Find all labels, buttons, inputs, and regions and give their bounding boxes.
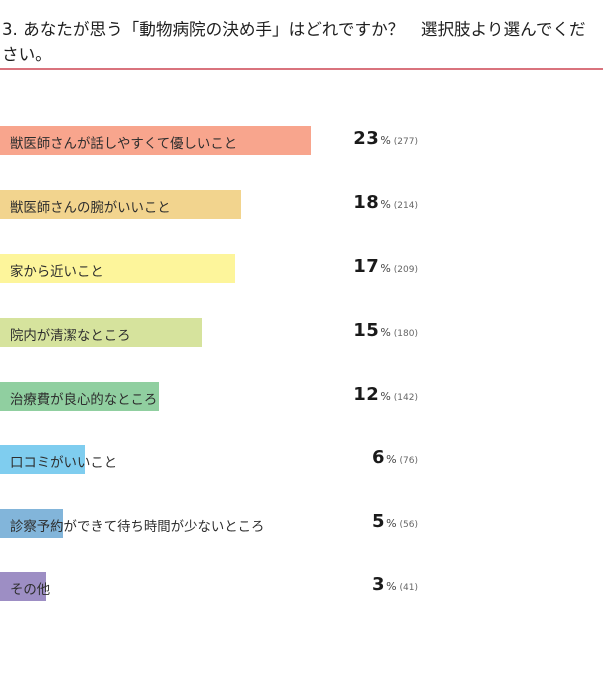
response-count: (41) — [399, 583, 418, 593]
result-label: 診察予約ができて待ち時間が少ないところ — [10, 520, 265, 535]
result-bar — [0, 382, 159, 411]
response-count: (56) — [399, 520, 418, 530]
percent-sign: % — [380, 262, 391, 275]
result-value: 23 % (277) — [353, 128, 418, 149]
percent-number: 23 — [353, 128, 380, 149]
result-label: 口コミがいいこと — [10, 456, 118, 471]
percent-number: 5 — [372, 511, 386, 532]
percent-sign: % — [386, 580, 397, 593]
result-row: 獣医師さんが話しやすくて優しいこと 23 % (277) — [0, 126, 612, 156]
result-row: その他 3 % (41) — [0, 572, 612, 602]
response-count: (76) — [399, 456, 418, 466]
result-bar — [0, 254, 235, 283]
percent-sign: % — [380, 198, 391, 211]
result-row: 獣医師さんの腕がいいこと 18 % (214) — [0, 190, 612, 220]
response-count: (142) — [393, 393, 418, 403]
percent-sign: % — [380, 326, 391, 339]
percent-sign: % — [386, 517, 397, 530]
result-row: 治療費が良心的なところ 12 % (142) — [0, 382, 612, 412]
result-bar — [0, 572, 46, 601]
result-value: 3 % (41) — [372, 574, 418, 595]
percent-sign: % — [386, 453, 397, 466]
result-value: 6 % (76) — [372, 447, 418, 468]
percent-number: 17 — [353, 256, 380, 277]
result-value: 17 % (209) — [353, 256, 418, 277]
percent-number: 3 — [372, 574, 386, 595]
result-row: 口コミがいいこと 6 % (76) — [0, 445, 612, 475]
result-bar — [0, 126, 311, 155]
result-label: 治療費が良心的なところ — [10, 393, 158, 408]
result-row: 診察予約ができて待ち時間が少ないところ 5 % (56) — [0, 509, 612, 539]
question-title: 3. あなたが思う「動物病院の決め手」はどれですか？ 選択肢より選んでください。 — [2, 20, 586, 64]
result-bar — [0, 445, 85, 474]
result-label: 家から近いこと — [10, 265, 104, 280]
title-divider — [0, 68, 603, 70]
percent-sign: % — [380, 134, 391, 147]
result-bar — [0, 190, 241, 219]
result-value: 5 % (56) — [372, 511, 418, 532]
result-row: 院内が清潔なところ 15 % (180) — [0, 318, 612, 348]
result-bar — [0, 318, 202, 347]
response-count: (214) — [393, 201, 418, 211]
result-bar — [0, 509, 63, 538]
response-count: (277) — [393, 137, 418, 147]
percent-number: 15 — [353, 320, 380, 341]
result-label: 院内が清潔なところ — [10, 329, 131, 344]
response-count: (209) — [393, 265, 418, 275]
percent-number: 18 — [353, 192, 380, 213]
result-value: 15 % (180) — [353, 320, 418, 341]
result-value: 18 % (214) — [353, 192, 418, 213]
percent-number: 12 — [353, 384, 380, 405]
response-count: (180) — [393, 329, 418, 339]
result-label: 獣医師さんの腕がいいこと — [10, 201, 171, 216]
result-value: 12 % (142) — [353, 384, 418, 405]
percent-number: 6 — [372, 447, 386, 468]
result-label: 獣医師さんが話しやすくて優しいこと — [10, 137, 238, 152]
percent-sign: % — [380, 390, 391, 403]
result-label: その他 — [10, 583, 51, 598]
result-row: 家から近いこと 17 % (209) — [0, 254, 612, 284]
